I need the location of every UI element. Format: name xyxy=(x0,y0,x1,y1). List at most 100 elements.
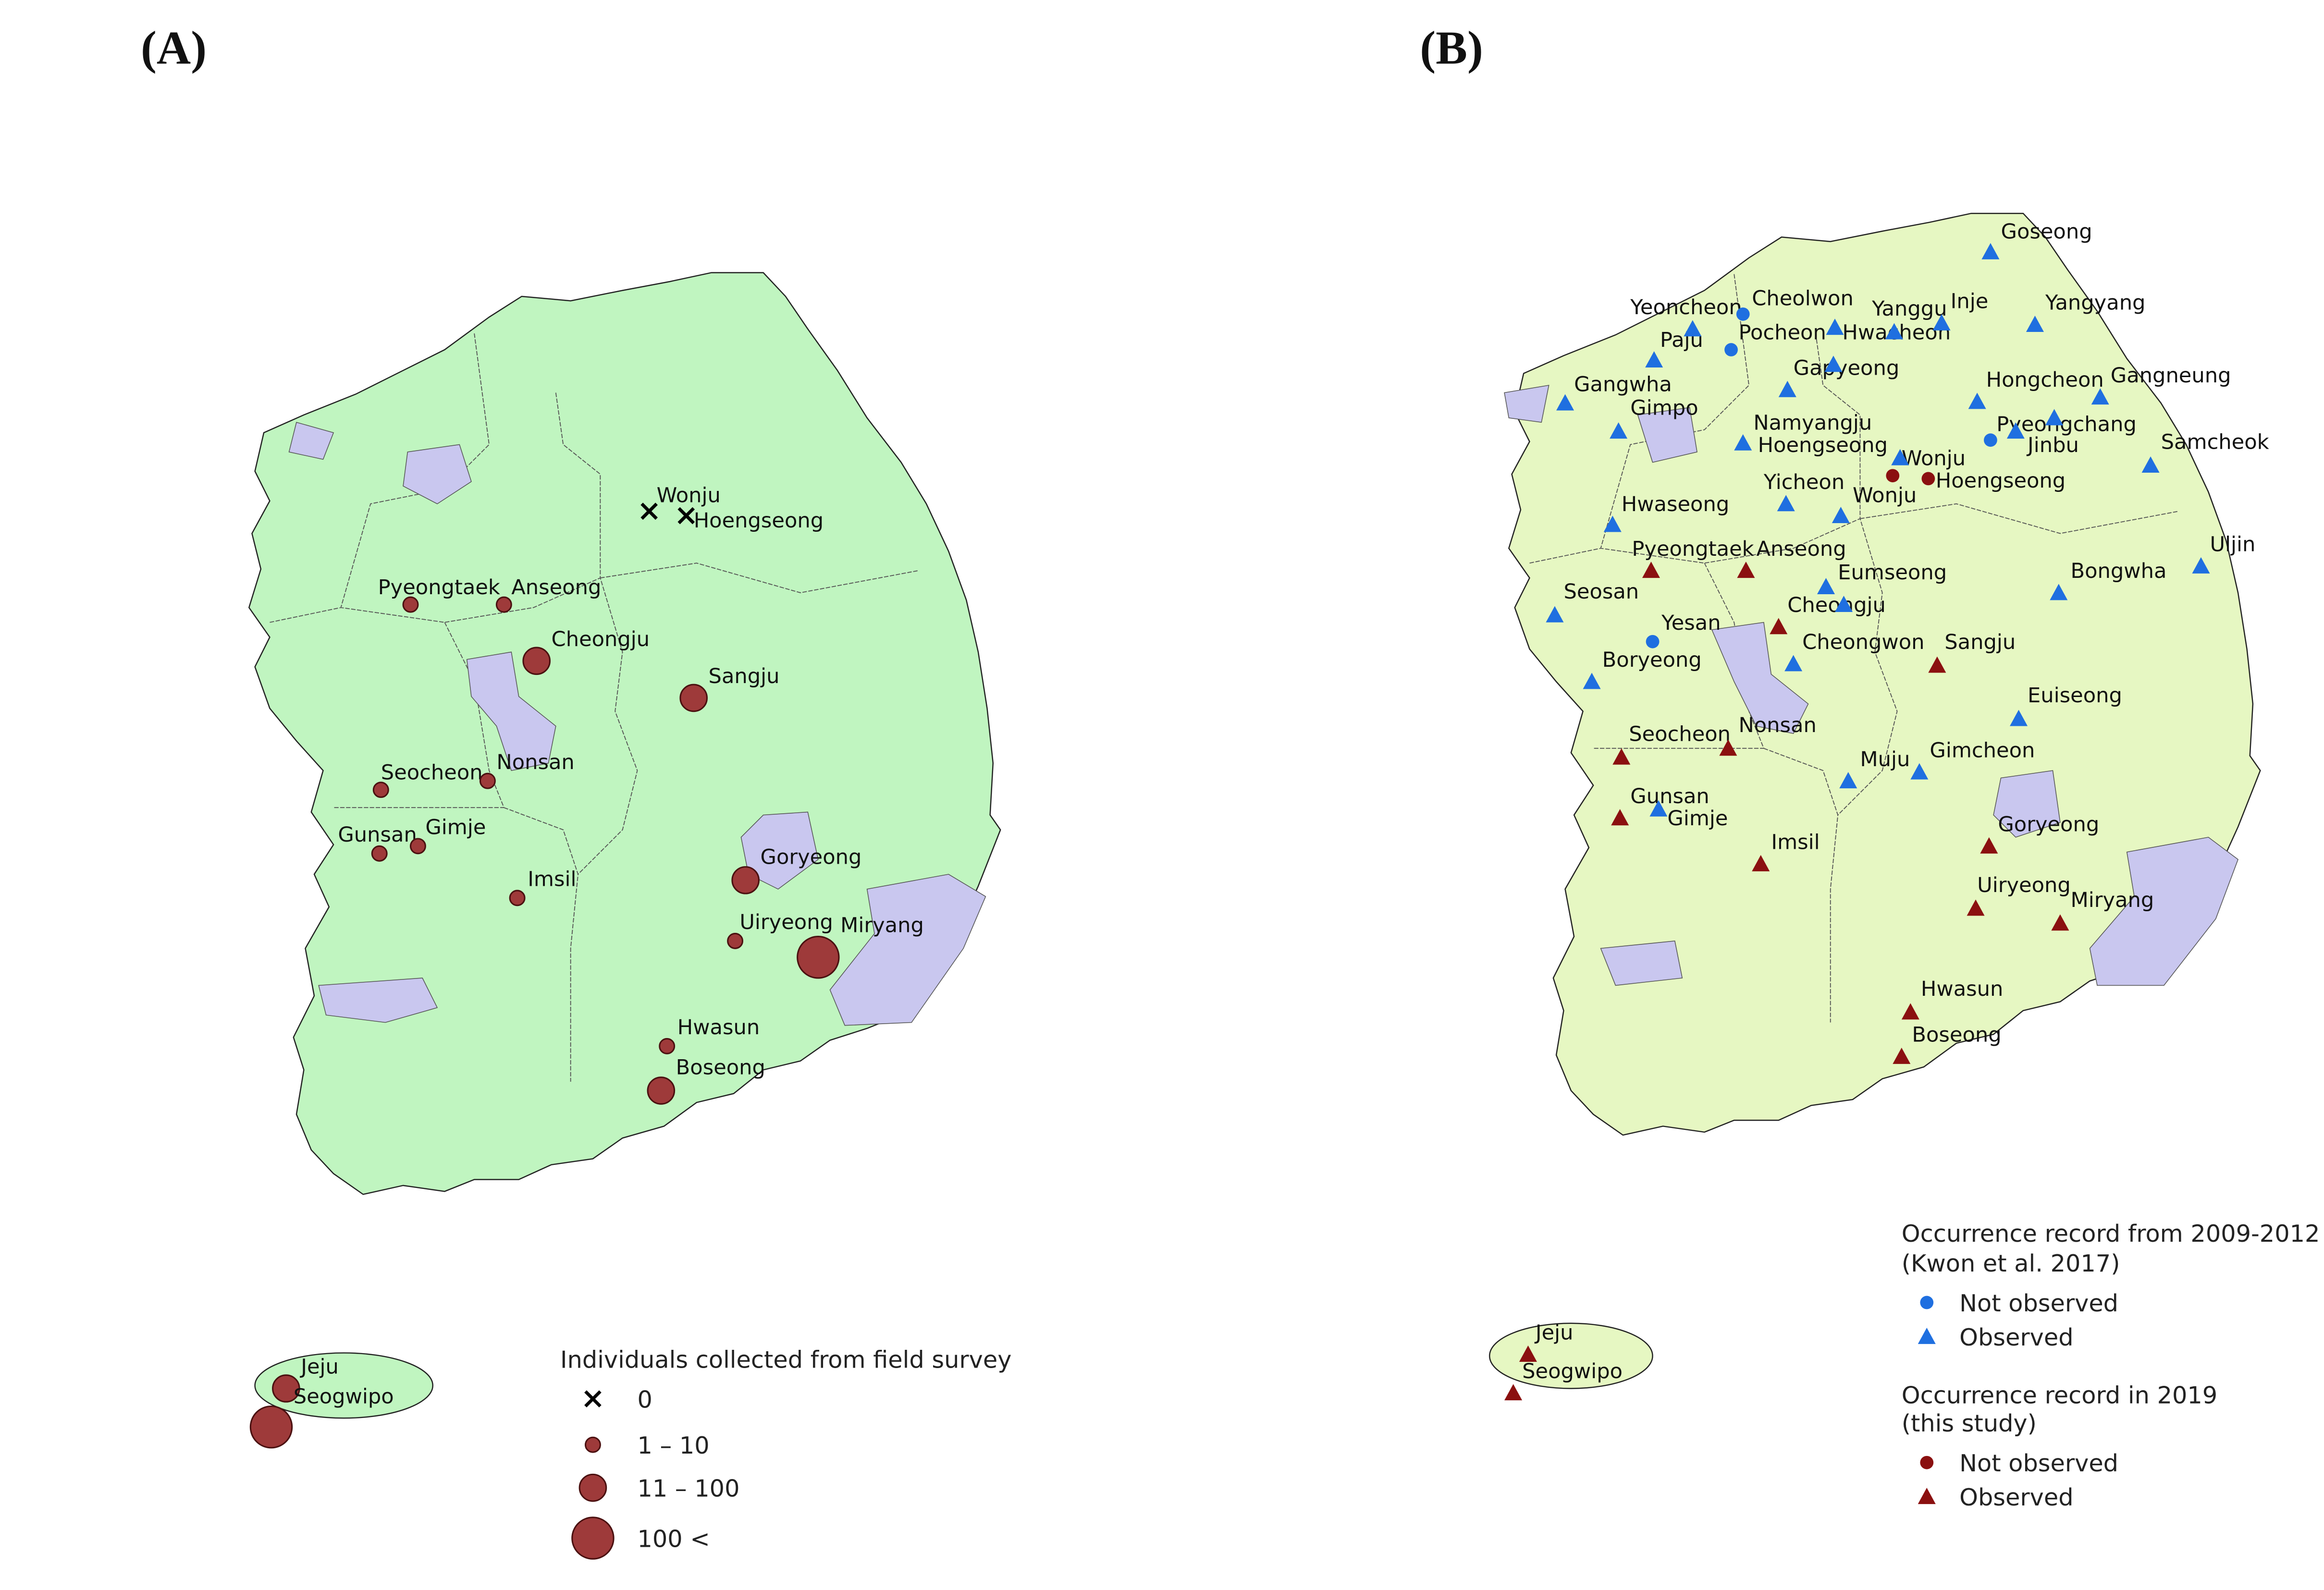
place-label: Jinbu xyxy=(2026,433,2079,457)
panel-label: (A) xyxy=(141,22,207,74)
land xyxy=(254,1352,434,1419)
circle-marker xyxy=(727,932,744,949)
site-label: Boseong xyxy=(676,1055,765,1079)
panel-b: (B) Occurrence record from 2009-2012(Kwo… xyxy=(1420,22,2320,1512)
triangle-marker xyxy=(1910,763,1929,780)
place-label: Pocheon xyxy=(1738,320,1826,344)
place-label: Gimje xyxy=(1667,807,1728,831)
panel-label: (B) xyxy=(1420,22,1483,74)
site-label: Jeju xyxy=(299,1355,339,1379)
circle-marker xyxy=(647,1076,676,1105)
legend-label: Not observed xyxy=(1959,1449,2118,1477)
place-label: Yeoncheon xyxy=(1630,295,1742,319)
place-label: Boseong xyxy=(1912,1023,2001,1047)
place-label: Imsil xyxy=(1771,831,1820,855)
circle-marker xyxy=(1724,343,1738,356)
site-label: Seogwipo xyxy=(294,1384,394,1408)
triangle-marker xyxy=(2045,409,2064,426)
cross-marker xyxy=(640,502,658,520)
site-label: Miryang xyxy=(840,913,924,937)
place-label: Yicheon xyxy=(1763,470,1844,494)
place-label: Eumseong xyxy=(1838,561,1947,585)
triangle-marker xyxy=(1817,578,1835,595)
place-label: Uiryeong xyxy=(1977,873,2071,897)
circle-marker xyxy=(509,890,526,906)
triangle-marker xyxy=(1885,323,1903,340)
lake xyxy=(1504,385,2238,986)
triangle-marker xyxy=(1980,837,1998,854)
legend-label: Not observed xyxy=(1959,1289,2118,1317)
place-label: Goseong xyxy=(2001,220,2092,244)
site-label: Goryeong xyxy=(761,845,862,869)
circle-marker xyxy=(571,1517,615,1560)
circle-marker xyxy=(249,1405,293,1449)
legend-title: Occurrence record in 2019 xyxy=(1902,1381,2217,1409)
circle-marker xyxy=(578,1473,607,1502)
legend-title: Individuals collected from field survey xyxy=(560,1345,1011,1373)
legend-label: Observed xyxy=(1959,1323,2073,1351)
triangle-marker xyxy=(1835,596,1853,612)
place-label: Uljin xyxy=(2210,533,2255,557)
legend-title: (Kwon et al. 2017) xyxy=(1902,1249,2120,1277)
place-label: Hwaseong xyxy=(1622,492,1729,516)
place-label: Cheongju xyxy=(1787,593,1886,617)
place-label: Gapyeong xyxy=(1794,356,1900,380)
circle-marker xyxy=(679,684,708,712)
circle-marker xyxy=(1736,307,1750,321)
circle-marker xyxy=(1920,1296,1934,1309)
triangle-marker xyxy=(1611,809,1629,826)
place-label: Gangneung xyxy=(2111,364,2231,388)
triangle-marker xyxy=(2026,316,2044,332)
triangle-marker xyxy=(1832,507,1850,523)
site-label: Cheongju xyxy=(552,627,650,651)
site-label: Pyeongtaek xyxy=(378,575,500,599)
place-label: Hwasun xyxy=(1921,977,2003,1001)
legend: Occurrence record from 2009-2012(Kwon et… xyxy=(1902,1220,2320,1511)
triangle-marker xyxy=(1612,748,1631,765)
place-label: Seogwipo xyxy=(1522,1359,1623,1383)
place-label: Inje xyxy=(1951,290,1989,314)
place-label: Anseong xyxy=(1757,537,1846,561)
triangle-marker xyxy=(1649,800,1668,817)
place-label: Goryeong xyxy=(1998,813,2099,837)
triangle-marker xyxy=(2010,709,2028,726)
place-label: Hoengseong xyxy=(1936,469,2066,493)
triangle-marker xyxy=(1734,434,1752,451)
site-label: Seocheon xyxy=(381,761,483,785)
cross-marker xyxy=(584,1390,602,1407)
circle-marker xyxy=(1921,472,1935,486)
site-label: Gunsan xyxy=(338,823,417,847)
site-label: Gimje xyxy=(425,816,486,840)
circle-marker xyxy=(495,596,512,613)
place-label: Samcheok xyxy=(2161,430,2269,454)
sites: Goseong Yeoncheon Cheolwon Yanggu Inje Yangya… xyxy=(1504,220,2269,1401)
triangle-marker xyxy=(1684,320,1702,337)
triangle-marker xyxy=(1504,1384,1523,1401)
triangle-marker xyxy=(1770,618,1788,635)
triangle-marker xyxy=(1893,1047,1911,1064)
site-label: Nonsan xyxy=(496,750,574,774)
triangle-marker xyxy=(2091,388,2109,405)
circle-marker xyxy=(409,838,426,855)
land xyxy=(1508,212,2261,1136)
circle-marker xyxy=(372,782,389,798)
triangle-marker xyxy=(1719,739,1737,756)
triangle-marker xyxy=(1824,355,1843,372)
place-label: Jeju xyxy=(1534,1321,1574,1345)
triangle-marker xyxy=(2141,456,2160,473)
panel-a: (A) Individuals collected from field sur… xyxy=(141,22,1011,1560)
triangle-marker xyxy=(1891,449,1909,465)
triangle-marker xyxy=(2192,557,2210,574)
triangle-marker xyxy=(1610,422,1628,439)
site-label: Imsil xyxy=(528,868,576,892)
circle-marker xyxy=(371,845,388,862)
land xyxy=(1489,1322,1653,1389)
legend-label: 0 xyxy=(637,1386,652,1414)
triangle-marker xyxy=(1737,562,1755,578)
place-label: Yanggu xyxy=(1871,297,1947,321)
legend-label: Observed xyxy=(1959,1483,2073,1511)
circle-marker xyxy=(272,1374,300,1403)
triangle-marker xyxy=(1778,380,1796,397)
